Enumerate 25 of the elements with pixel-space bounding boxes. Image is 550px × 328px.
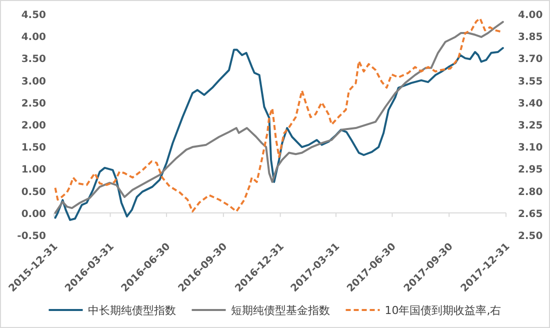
- y2-tick-label: 2.95: [518, 164, 543, 176]
- y-tick-label: 3.00: [21, 76, 46, 88]
- y-tick-label: -0.50: [17, 231, 46, 242]
- y2-tick-label: 3.85: [518, 32, 543, 44]
- y-tick-label: 1.50: [21, 142, 46, 154]
- y-tick-label: 0.00: [21, 208, 46, 220]
- y-tick-label: 1.00: [21, 164, 46, 176]
- y-tick-label: 2.50: [21, 98, 46, 110]
- y2-tick-label: 3.70: [518, 54, 543, 66]
- y2-tick-label: 2.80: [518, 186, 543, 198]
- y2-tick-label: 3.25: [518, 120, 543, 132]
- y2-tick-label: 3.10: [518, 142, 543, 154]
- y2-tick-label: 2.65: [518, 208, 543, 220]
- legend-label: 10年国债到期收益率,右: [384, 304, 502, 317]
- y2-tick-label: 2.50: [518, 231, 543, 242]
- legend-label: 短期纯债型基金指数: [230, 304, 330, 317]
- y-tick-label: 4.50: [21, 10, 46, 21]
- y-tick-label: 4.00: [21, 32, 46, 44]
- y2-tick-label: 3.55: [518, 76, 543, 88]
- y2-tick-label: 4.00: [518, 10, 543, 21]
- y-tick-label: 2.00: [21, 120, 46, 132]
- y-tick-label: 0.50: [21, 186, 46, 198]
- legend-label: 中长期纯债型指数: [88, 304, 176, 317]
- y-tick-label: 3.50: [21, 54, 46, 66]
- y2-tick-label: 3.40: [518, 98, 543, 110]
